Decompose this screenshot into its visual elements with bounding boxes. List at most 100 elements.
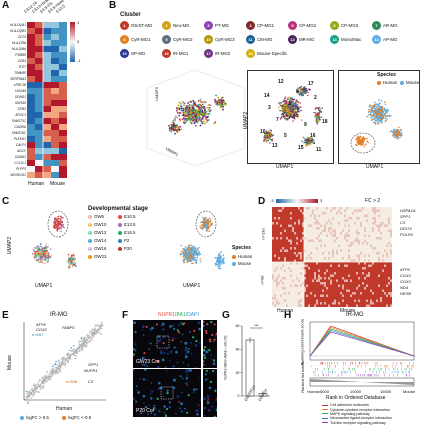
heatmap-cell: [276, 259, 279, 263]
umap-point: [214, 262, 217, 265]
umap-point: [299, 92, 302, 95]
heatmap-cell: [370, 284, 373, 288]
heatmap-cell: [360, 207, 363, 210]
umap-point: [382, 110, 385, 113]
heatmap-cell: [348, 254, 351, 258]
heatmap-cell: [386, 237, 389, 240]
heatmap-cell: [360, 222, 363, 225]
heatmap-cell: [318, 209, 321, 213]
heatmap-cell: [280, 262, 283, 265]
umap-species-c-plot: [179, 210, 225, 270]
umap-point: [301, 89, 303, 92]
heatmap-cell: [326, 262, 329, 265]
heatmap-cell: [334, 229, 337, 233]
umap-point: [304, 139, 306, 141]
heatmap-cell: [27, 52, 35, 58]
heatmap-cell: [382, 222, 385, 225]
heatmap-cell: [300, 277, 303, 280]
heatmap-cell: [382, 257, 385, 260]
heatmap-cell: [374, 227, 377, 230]
heatmap-cell: [316, 269, 319, 273]
heatmap-cell: [346, 207, 349, 210]
heatmap-cell: [382, 207, 385, 210]
umap-point: [357, 141, 360, 144]
umap-point: [372, 105, 375, 107]
umap-point: [197, 100, 200, 102]
heatmap-cell: [316, 244, 319, 248]
heatmap-cell: [338, 237, 341, 240]
umap-point: [57, 217, 59, 220]
umap-point: [184, 246, 187, 248]
umap-point: [314, 108, 317, 110]
heatmap-cell: [368, 217, 371, 220]
umap-point: [295, 104, 298, 106]
umap-point: [299, 106, 302, 109]
umap-point: [399, 136, 401, 139]
heatmap-cell: [282, 232, 285, 235]
heatmap-cell: [384, 264, 387, 268]
heatmap-cell: [278, 254, 281, 258]
heatmap-cell: [356, 227, 359, 230]
heatmap-cell: [320, 224, 323, 228]
heatmap-cell: [314, 262, 317, 265]
umap-point: [191, 116, 194, 119]
umap-point: [175, 109, 178, 112]
umap-point: [39, 243, 42, 245]
heatmap-cell: [292, 227, 295, 230]
heatmap-cell: [354, 287, 357, 290]
heatmap-cell: [278, 284, 281, 288]
heatmap-cell: [322, 259, 325, 263]
heatmap-cell: [320, 237, 323, 240]
heatmap-cell: [328, 279, 331, 283]
umap-point: [296, 100, 299, 103]
heatmap-cell: [318, 242, 321, 245]
heatmap-cell: [360, 259, 363, 263]
umap-point: [206, 106, 209, 109]
heatmap-cell: [322, 227, 325, 230]
heatmap-cell: [390, 279, 392, 283]
heatmap-cell: [278, 222, 281, 225]
umap-point: [368, 113, 370, 116]
umap-point: [194, 256, 197, 259]
heatmap-cell: [278, 262, 281, 265]
heatmap-cell: [370, 282, 373, 285]
heatmap-cell: [304, 249, 307, 253]
heatmap-cell: [298, 279, 301, 283]
umap-point: [318, 116, 321, 118]
umap-point: [207, 103, 210, 106]
heatmap-cell: [334, 264, 337, 268]
heatmap-cell: [304, 232, 307, 235]
heatmap-cell: [308, 282, 311, 285]
heatmap-cell: [344, 254, 347, 258]
umap-point: [369, 104, 372, 107]
heatmap-cell: [382, 264, 385, 268]
heatmap-cell: [338, 244, 341, 248]
heatmap-cell: [338, 262, 341, 265]
heatmap-cell: [35, 58, 43, 64]
heatmap-cell: [316, 212, 319, 215]
cluster-number: 14: [264, 93, 270, 99]
heatmap-cell: [298, 247, 301, 250]
umap-point: [188, 254, 191, 256]
heatmap-cell: [368, 269, 371, 273]
umap-point: [183, 254, 185, 257]
heatmap-cell: [382, 284, 385, 288]
heatmap-cell: [386, 274, 389, 278]
heatmap-cell: [388, 242, 391, 245]
heatmap-cell: [368, 249, 371, 253]
heatmap-cell: [302, 234, 305, 238]
umap-point: [195, 118, 198, 121]
heatmap-cell: [354, 232, 357, 235]
umap-point: [285, 108, 288, 111]
cluster-legend-item: 4 CP-MG1: [246, 21, 274, 30]
heatmap-cell: [340, 262, 343, 265]
heatmap-cell: [320, 244, 323, 248]
heatmap-cell: [390, 239, 392, 243]
heatmap-cell: [282, 267, 285, 270]
heatmap-cell: [328, 284, 331, 288]
heatmap-cell: [280, 269, 283, 273]
heatmap-cell: [348, 262, 351, 265]
heatmap-cell: [314, 267, 317, 270]
heatmap-cell: [350, 262, 353, 265]
heatmap-cell: [306, 257, 309, 260]
